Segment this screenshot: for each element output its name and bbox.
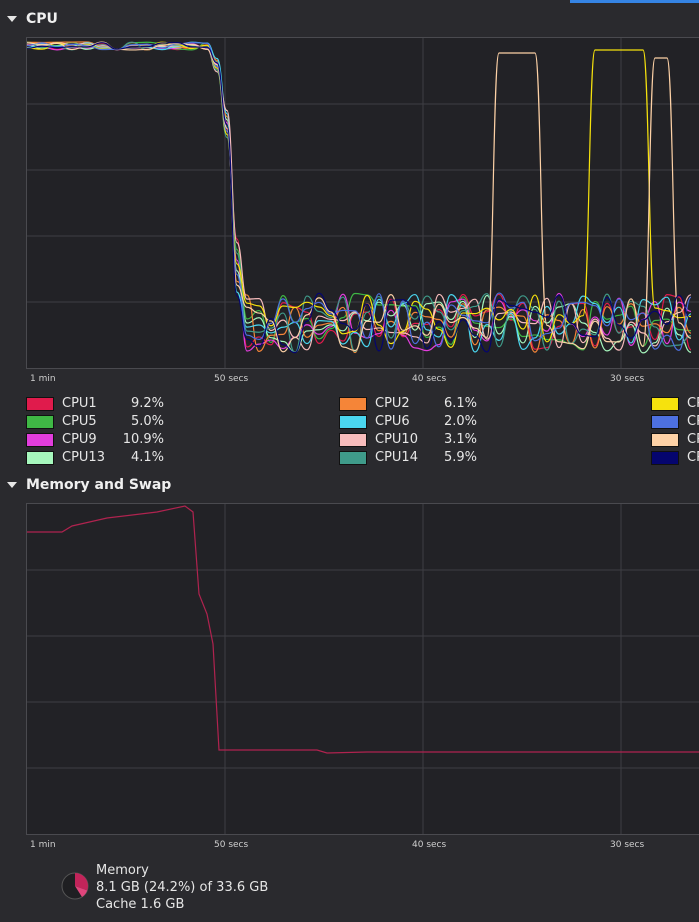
color-swatch[interactable] [339,433,367,447]
cpu-history-line [27,41,692,354]
color-swatch[interactable] [651,397,679,411]
legend-cpu-value: 3.1% [443,432,477,447]
memory-x-tick: 40 secs [412,840,447,850]
cpu-graph [26,37,699,369]
legend-item-cpu10: CPU10 3.1% [339,431,639,449]
legend-cpu-name: CPU13 [62,450,105,465]
legend-item-cpu1: CPU1 9.2% [26,395,326,413]
active-tab-indicator [570,0,699,3]
legend-cpu-value: 9.2% [130,396,164,411]
color-swatch[interactable] [339,397,367,411]
legend-item-cpu13: CPU13 4.1% [26,449,326,467]
color-swatch[interactable] [651,433,679,447]
legend-item-cpu5: CPU5 5.0% [26,413,326,431]
color-swatch[interactable] [339,415,367,429]
memory-graph-canvas [27,504,699,834]
legend-cpu-name: CPU11 [687,432,699,447]
memory-pie-icon[interactable] [60,871,90,901]
legend-item-cpu6: CPU6 2.0% [339,413,639,431]
memory-text-block: Memory 8.1 GB (24.2%) of 33.6 GB Cache 1… [96,862,268,913]
legend-item-cpu11: CPU11 [651,431,699,449]
legend-cpu-name: CPU10 [375,432,418,447]
legend-cpu-name: CPU5 [62,414,97,429]
cpu-history-line [27,42,692,354]
color-swatch[interactable] [339,451,367,465]
legend-cpu-name: CPU9 [62,432,97,447]
color-swatch[interactable] [651,415,679,429]
legend-cpu-value: 5.9% [443,450,477,465]
cpu-x-axis: 1 min 50 secs 40 secs 30 secs [26,374,699,388]
legend-item-cpu7: CPU7 [651,413,699,431]
memory-history-line [27,505,699,754]
cpu-history-line [27,41,692,353]
cpu-history-line [27,44,692,354]
legend-cpu-value: 10.9% [122,432,164,447]
legend-cpu-name: CPU7 [687,414,699,429]
color-swatch[interactable] [26,415,54,429]
memory-label: Memory [96,863,149,878]
memory-x-tick: 50 secs [214,840,249,850]
legend-cpu-name: CPU14 [375,450,418,465]
cpu-x-tick: 50 secs [214,374,249,384]
memory-x-tick: 30 secs [610,840,645,850]
legend-cpu-name: CPU15 [687,450,699,465]
memory-section-header[interactable]: Memory and Swap [0,473,171,497]
legend-cpu-name: CPU2 [375,396,410,411]
cpu-x-tick: 40 secs [412,374,447,384]
legend-cpu-name: CPU6 [375,414,410,429]
legend-item-cpu15: CPU15 [651,449,699,467]
legend-cpu-value: 5.0% [130,414,164,429]
legend-item-cpu14: CPU14 5.9% [339,449,639,467]
color-swatch[interactable] [26,397,54,411]
cpu-x-tick: 1 min [30,374,56,384]
legend-cpu-value: 6.1% [443,396,477,411]
cpu-section-header[interactable]: CPU [0,7,58,31]
legend-item-cpu3: CPU3 [651,395,699,413]
collapse-triangle-icon[interactable] [7,482,17,488]
color-swatch[interactable] [26,451,54,465]
legend-cpu-name: CPU1 [62,396,97,411]
cpu-graph-canvas [27,38,699,368]
memory-usage: 8.1 GB (24.2%) of 33.6 GB [96,880,269,895]
legend-cpu-value: 2.0% [443,414,477,429]
collapse-triangle-icon[interactable] [7,16,17,22]
cpu-x-tick: 30 secs [610,374,645,384]
cpu-history-line [27,42,692,351]
memory-graph [26,503,699,835]
cache-usage: Cache 1.6 GB [96,897,185,912]
cpu-history-line [27,42,692,351]
cpu-legend: CPU1 9.2% CPU5 5.0% CPU9 10.9% CPU13 4.1… [0,395,699,475]
legend-item-cpu2: CPU2 6.1% [339,395,639,413]
color-swatch[interactable] [651,451,679,465]
color-swatch[interactable] [26,433,54,447]
legend-item-cpu9: CPU9 10.9% [26,431,326,449]
memory-section-title: Memory and Swap [26,477,172,493]
legend-cpu-value: 4.1% [130,450,164,465]
memory-x-axis: 1 min 50 secs 40 secs 30 secs [26,840,699,854]
memory-x-tick: 1 min [30,840,56,850]
cpu-section-title: CPU [26,11,58,27]
legend-cpu-name: CPU3 [687,396,699,411]
